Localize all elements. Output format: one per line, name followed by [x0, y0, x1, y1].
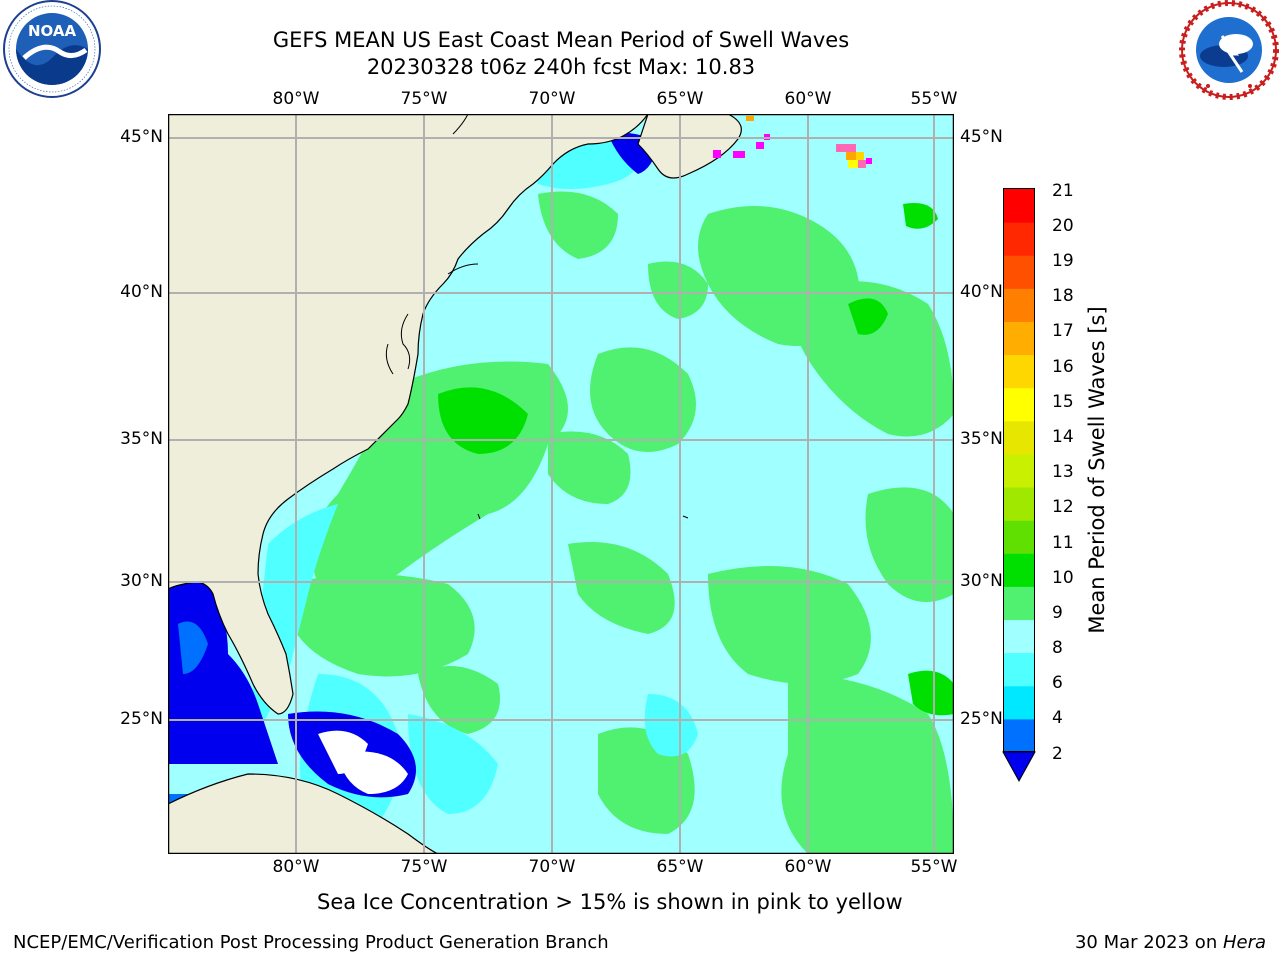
lon-label-top: 60°W: [784, 89, 832, 109]
colorbar-tick-label: 15: [1052, 392, 1074, 412]
colorbar-segment: [1004, 354, 1034, 389]
colorbar-segment: [1004, 222, 1034, 256]
lon-label-bottom: 70°W: [528, 857, 576, 877]
land-us: [168, 114, 649, 715]
lon-label-bottom: 80°W: [272, 857, 320, 877]
colorbar-segment: [1004, 387, 1034, 422]
land-nova-scotia: [637, 114, 742, 179]
nws-logo: [1179, 0, 1279, 100]
colorbar-title: Mean Period of Swell Waves [s]: [1085, 306, 1109, 634]
swell-10-11-areas: [438, 203, 954, 716]
graticule: [168, 114, 954, 854]
footer-host: Hera: [1222, 932, 1266, 953]
lon-label-top: 55°W: [910, 89, 958, 109]
colorbar-segment: [1004, 553, 1034, 587]
land-cuba: [168, 773, 439, 854]
colorbar-segment: [1004, 321, 1034, 356]
lat-label-right: 30°N: [960, 571, 1003, 591]
colorbar-segment: [1004, 619, 1034, 654]
lat-label-left: 40°N: [120, 282, 163, 302]
colorbar-segment: [1004, 652, 1034, 687]
colorbar: [1002, 188, 1036, 783]
lat-label-left: 30°N: [120, 571, 163, 591]
footer-date-text: 30 Mar 2023 on: [1074, 932, 1223, 953]
lon-label-top: 70°W: [528, 89, 576, 109]
colorbar-segment: [1004, 586, 1034, 621]
lon-label-top: 65°W: [656, 89, 704, 109]
colorbar-segment: [1004, 718, 1034, 753]
colorbar-tick-label: 14: [1052, 427, 1074, 447]
colorbar-tick-label: 6: [1052, 673, 1063, 693]
colorbar-tick-label: 10: [1052, 568, 1074, 588]
colorbar-tick-label: 18: [1052, 286, 1074, 306]
lon-label-top: 75°W: [400, 89, 448, 109]
lat-label-right: 45°N: [960, 127, 1003, 147]
lat-label-left: 35°N: [120, 429, 163, 449]
lat-label-right: 35°N: [960, 429, 1003, 449]
colorbar-tick-label: 4: [1052, 708, 1063, 728]
colorbar-segment: [1004, 255, 1034, 289]
colorbar-tick-label: 19: [1052, 251, 1074, 271]
colorbar-tick-label: 8: [1052, 638, 1063, 658]
bahamas-no-data: [318, 730, 408, 794]
colorbar-segment: [1004, 487, 1034, 521]
map-panel: [168, 114, 954, 854]
colorbar-tick-label: 9: [1052, 603, 1063, 623]
lon-label-top: 80°W: [272, 89, 320, 109]
colorbar-segment: [1004, 189, 1034, 223]
colorbar-segment: [1004, 288, 1034, 322]
colorbar-segment: [1004, 420, 1034, 455]
lon-label-bottom: 60°W: [784, 857, 832, 877]
lat-label-left: 25°N: [120, 709, 163, 729]
map-subtitle: 20230328 t06z 240h fcst Max: 10.83: [366, 55, 756, 79]
footer-date: 30 Mar 2023 on Hera: [1075, 932, 1266, 953]
lon-label-bottom: 55°W: [910, 857, 958, 877]
colorbar-tick-label: 11: [1052, 533, 1074, 553]
noaa-logo-name: NOAA: [28, 22, 77, 40]
colorbar-segment: [1004, 453, 1034, 488]
map-frame: [168, 114, 954, 854]
colorbar-tick-label: 16: [1052, 357, 1074, 377]
colorbar-tick-label: 12: [1052, 497, 1074, 517]
footer-credit: NCEP/EMC/Verification Post Processing Pr…: [13, 932, 609, 953]
colorbar-tick-label: 2: [1052, 744, 1063, 764]
colorbar-segment: [1004, 520, 1034, 554]
lon-label-bottom: 65°W: [656, 857, 704, 877]
lat-label-right: 40°N: [960, 282, 1003, 302]
colorbar-tick-label: 20: [1052, 216, 1074, 236]
noaa-logo: NOAA: [3, 0, 101, 98]
colorbar-tick-label: 17: [1052, 321, 1074, 341]
colorbar-frame: [1003, 188, 1035, 752]
lat-label-right: 25°N: [960, 709, 1003, 729]
colorbar-under-arrow: [1002, 751, 1036, 783]
coastline-details: [385, 114, 689, 520]
lon-label-bottom: 75°W: [400, 857, 448, 877]
lat-label-left: 45°N: [120, 127, 163, 147]
colorbar-tick-label: 21: [1052, 181, 1074, 201]
sea-ice-note: Sea Ice Concentration > 15% is shown in …: [317, 890, 903, 914]
colorbar-segment: [1004, 685, 1034, 720]
colorbar-tick-label: 13: [1052, 462, 1074, 482]
map-title: GEFS MEAN US East Coast Mean Period of S…: [272, 28, 850, 52]
